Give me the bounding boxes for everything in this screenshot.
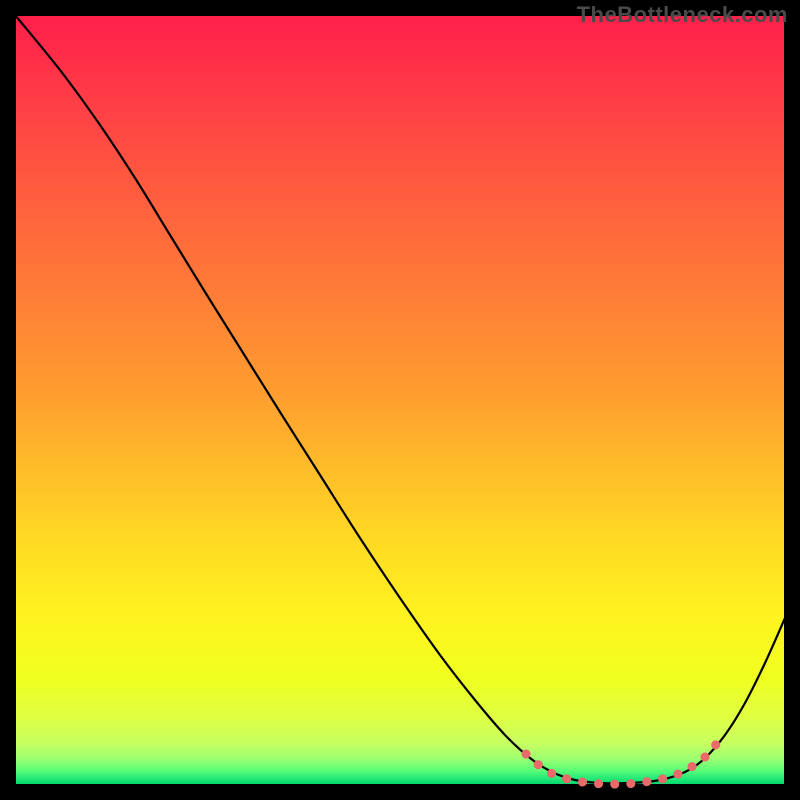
- plot-background: [15, 15, 785, 785]
- plot-svg: [0, 0, 800, 800]
- plot-frame: [0, 0, 800, 800]
- watermark-text: TheBottleneck.com: [577, 2, 788, 28]
